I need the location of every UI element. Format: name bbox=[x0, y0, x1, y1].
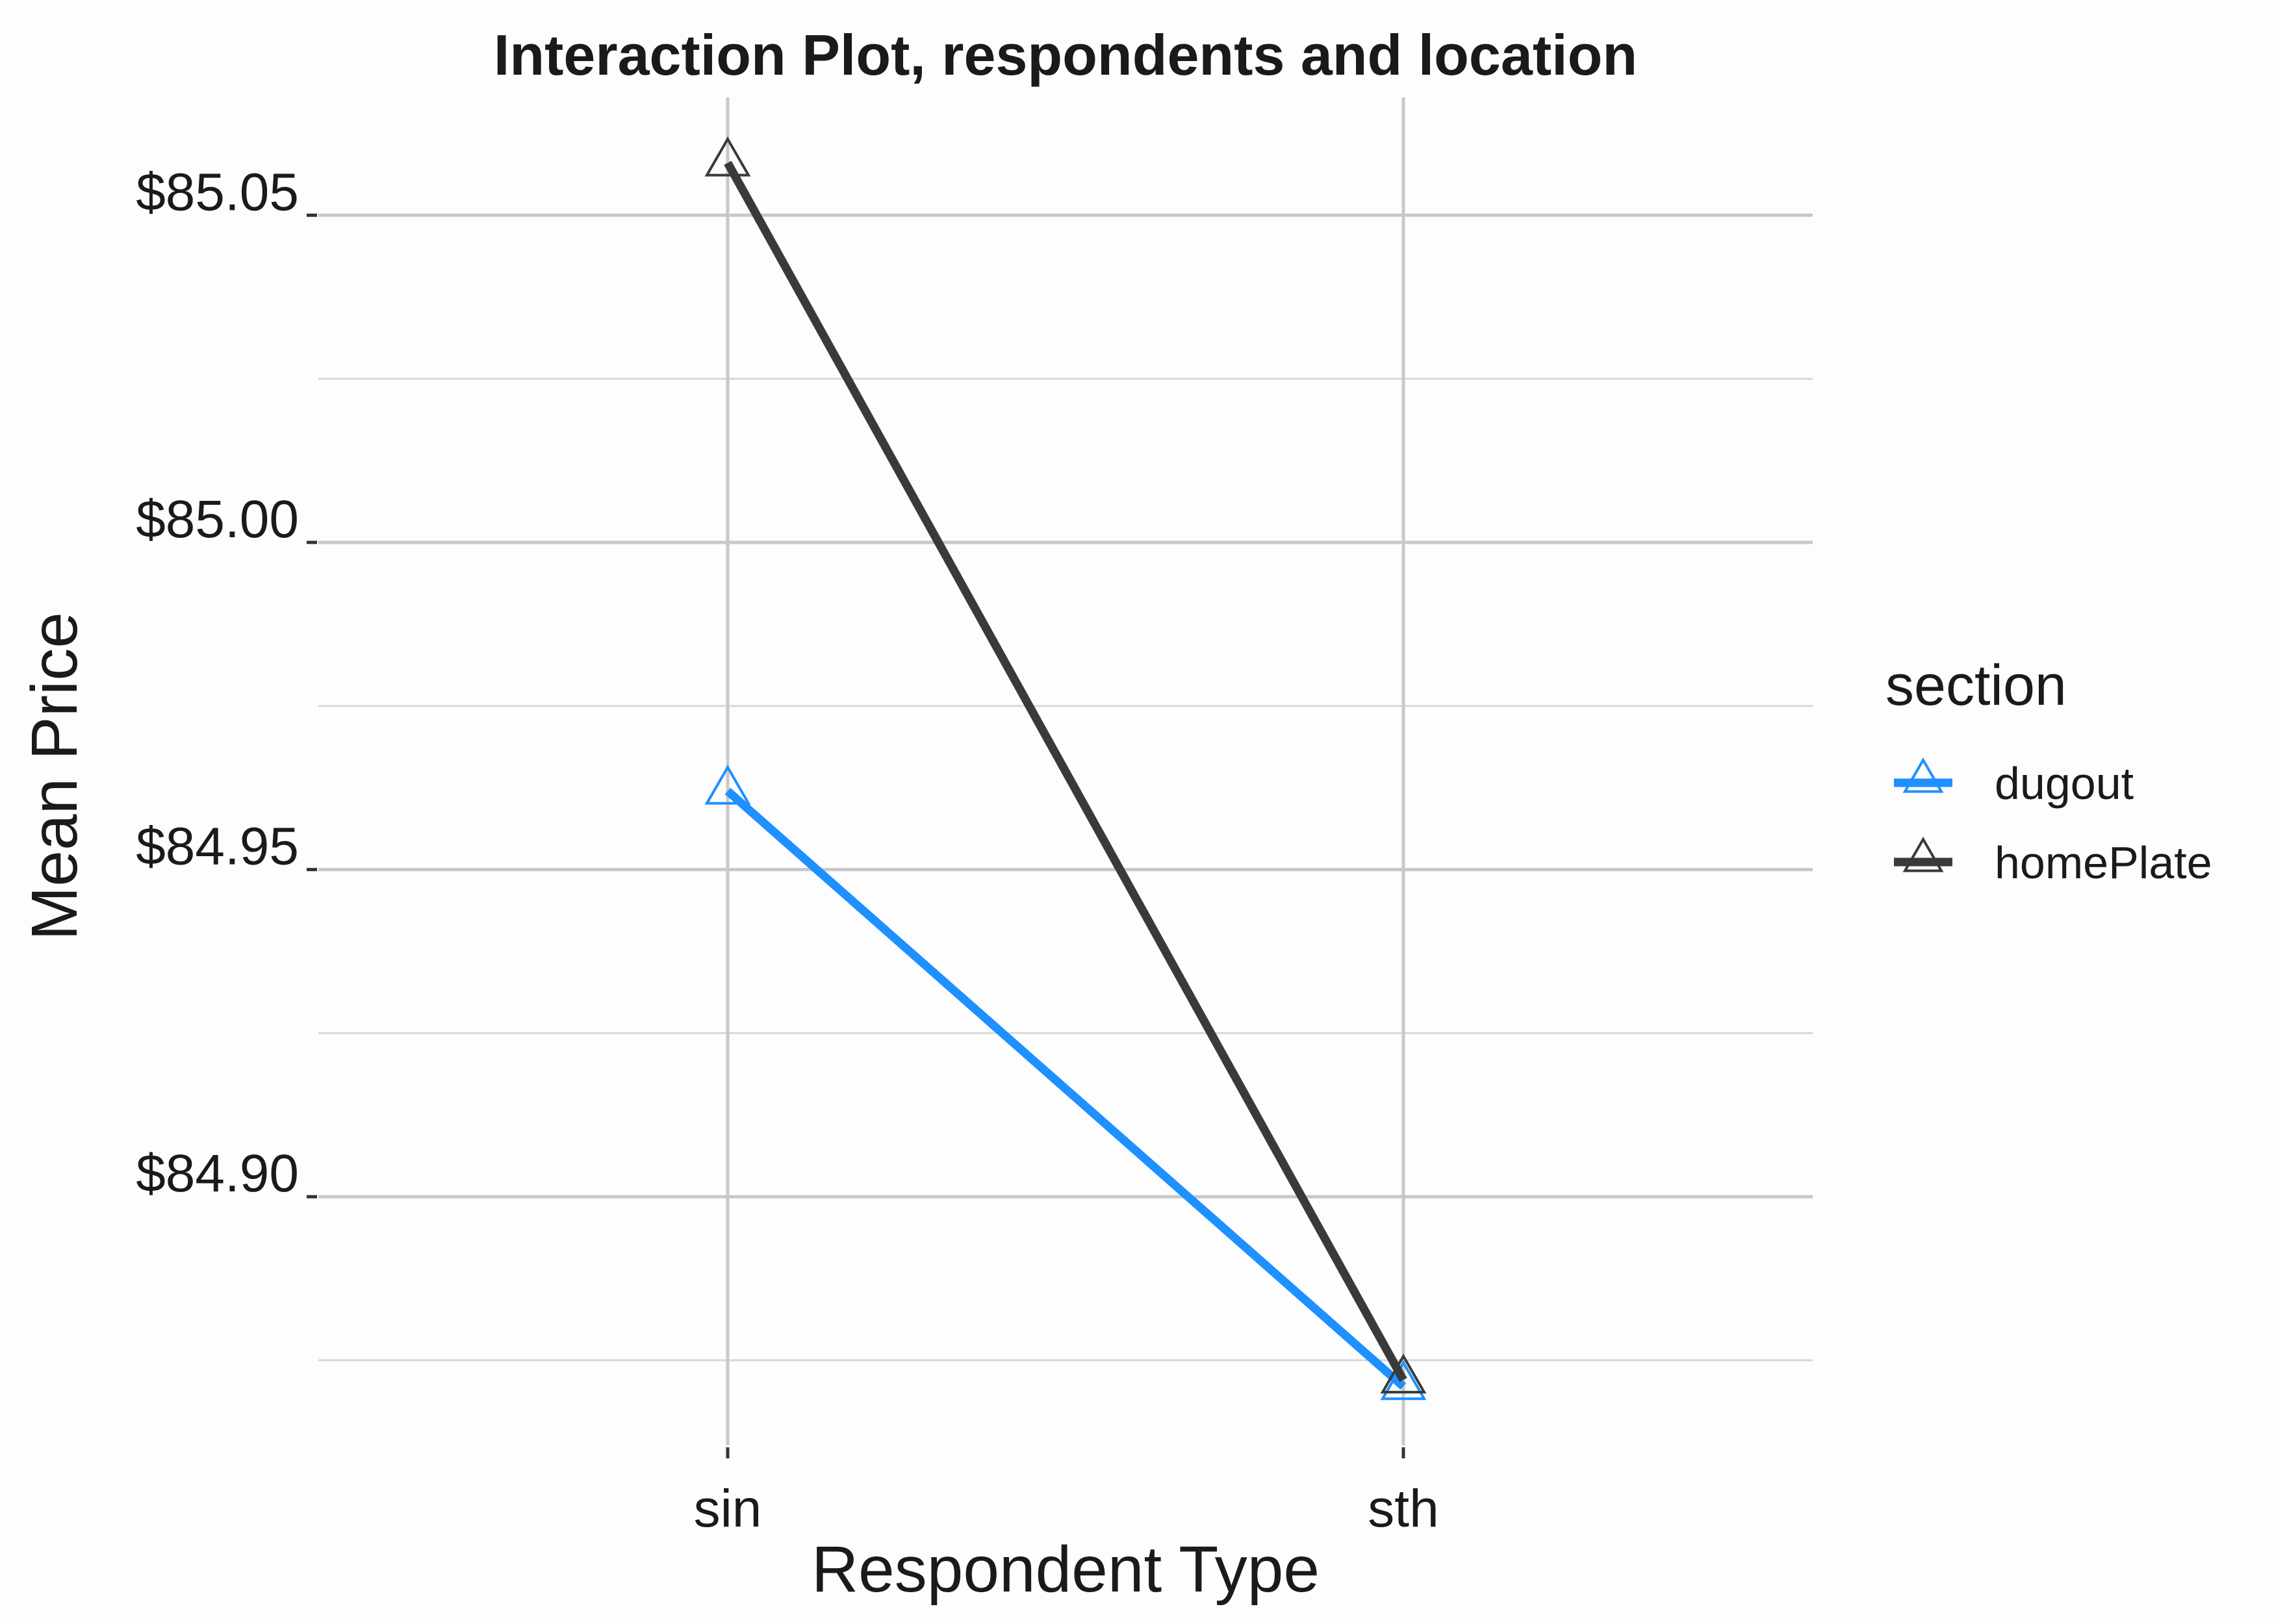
data-point-homePlate bbox=[1380, 1353, 1427, 1394]
x-tick-label: sin bbox=[694, 1479, 762, 1538]
series-layer bbox=[704, 136, 1427, 1401]
y-tick-label: $85.05 bbox=[136, 162, 299, 222]
data-point-dugout bbox=[1380, 1360, 1427, 1401]
data-point-dugout bbox=[704, 765, 751, 805]
legend-key-marker-homePlate bbox=[1902, 836, 1944, 872]
legend: section dugout homePlate bbox=[1885, 653, 2212, 888]
x-tick-label: sth bbox=[1368, 1479, 1438, 1538]
gridlines bbox=[318, 97, 1813, 1445]
y-tick-label: $84.90 bbox=[136, 1144, 299, 1203]
legend-key-marker-dugout bbox=[1902, 757, 1944, 793]
legend-label-dugout: dugout bbox=[1995, 758, 2134, 809]
legend-title: section bbox=[1885, 653, 2067, 717]
x-axis-label: Respondent Type bbox=[811, 1533, 1320, 1606]
y-tick-label: $84.95 bbox=[136, 817, 299, 876]
series-line-homePlate bbox=[724, 160, 1407, 1382]
chart-title: Interaction Plot, respondents and locati… bbox=[494, 23, 1637, 87]
axis-ticks: $84.90 $84.95 $85.00 $85.05 sin sth bbox=[136, 162, 1439, 1538]
series-line-dugout bbox=[724, 787, 1407, 1390]
y-tick-label: $85.00 bbox=[136, 490, 299, 549]
y-axis-label: Mean Price bbox=[18, 612, 91, 941]
legend-label-homePlate: homePlate bbox=[1995, 837, 2212, 888]
data-point-homePlate bbox=[704, 136, 751, 177]
